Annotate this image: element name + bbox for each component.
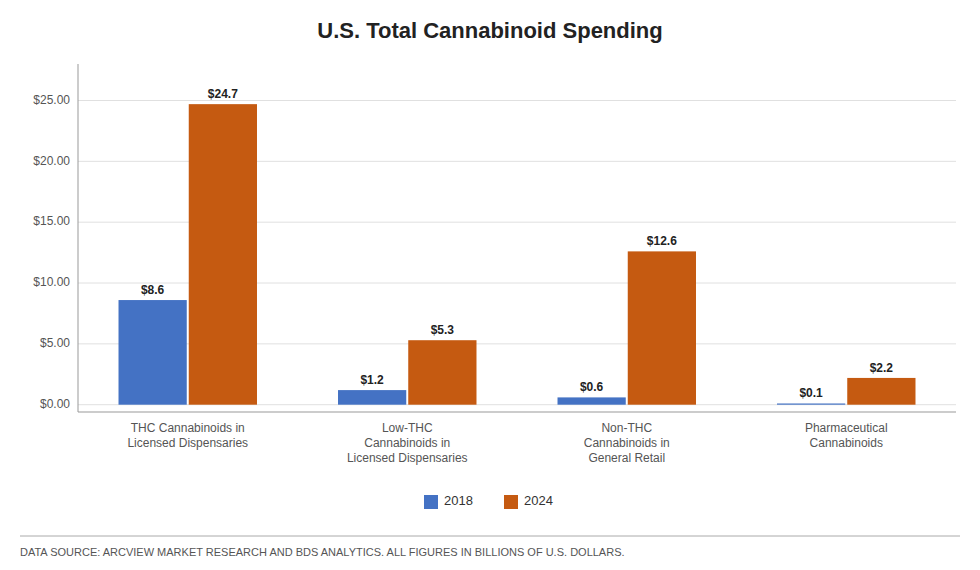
data-label: $24.7 bbox=[208, 87, 238, 101]
y-axis bbox=[78, 64, 79, 412]
bar bbox=[119, 300, 187, 405]
data-label: $0.6 bbox=[580, 380, 604, 394]
x-axis bbox=[78, 412, 956, 413]
bars bbox=[119, 104, 916, 405]
y-tick-label: $25.00 bbox=[33, 93, 70, 107]
bar bbox=[847, 378, 915, 405]
data-label: $12.6 bbox=[647, 234, 677, 248]
x-tick-label-line: Low-THC bbox=[382, 421, 433, 435]
data-label: $8.6 bbox=[141, 283, 165, 297]
x-tick-label-line: General Retail bbox=[588, 451, 665, 465]
data-label: $0.1 bbox=[799, 386, 823, 400]
x-tick-label-line: Non-THC bbox=[601, 421, 652, 435]
data-label: $5.3 bbox=[431, 323, 455, 337]
bar bbox=[338, 390, 406, 405]
x-tick-label: PharmaceuticalCannabinoids bbox=[805, 421, 888, 450]
y-tick-label: $5.00 bbox=[40, 336, 70, 350]
y-tick-label: $20.00 bbox=[33, 154, 70, 168]
y-tick-label: $0.00 bbox=[40, 397, 70, 411]
x-tick-label-line: Cannabinoids in bbox=[364, 436, 450, 450]
x-tick-label-line: Cannabinoids in bbox=[584, 436, 670, 450]
legend-label: 2024 bbox=[524, 493, 553, 508]
bar bbox=[558, 397, 626, 404]
legend-swatch bbox=[504, 495, 518, 509]
bar bbox=[189, 104, 257, 405]
x-tick-label-line: Pharmaceutical bbox=[805, 421, 888, 435]
footnote-rule bbox=[20, 536, 960, 537]
bar bbox=[628, 251, 696, 404]
data-label: $2.2 bbox=[870, 361, 894, 375]
data-label: $1.2 bbox=[360, 373, 384, 387]
x-tick-label: Low-THCCannabinoids inLicensed Dispensar… bbox=[347, 421, 468, 465]
legend-label: 2018 bbox=[444, 493, 473, 508]
y-tick-label: $10.00 bbox=[33, 275, 70, 289]
bar bbox=[777, 403, 845, 404]
legend-swatch bbox=[424, 495, 438, 509]
legend: 2018 2024 bbox=[424, 493, 553, 509]
footnote: DATA SOURCE: ARCVIEW MARKET RESEARCH AND… bbox=[20, 546, 625, 558]
x-tick-label: Non-THCCannabinoids inGeneral Retail bbox=[584, 421, 670, 465]
bar bbox=[408, 340, 476, 404]
x-tick-label-line: THC Cannabinoids in bbox=[131, 421, 245, 435]
title: U.S. Total Cannabinoid Spending bbox=[317, 18, 662, 43]
y-tick-label: $15.00 bbox=[33, 214, 70, 228]
data-labels: $8.6 $1.2 $0.6 $0.1 $24.7 $5.3 $12.6 $2.2 bbox=[141, 87, 893, 400]
x-tick-label-line: Licensed Dispensaries bbox=[127, 436, 248, 450]
chart: U.S. Total Cannabinoid Spending $0.00 $5.0… bbox=[0, 0, 980, 570]
grid bbox=[78, 101, 956, 405]
x-tick-label: THC Cannabinoids inLicensed Dispensaries bbox=[127, 421, 248, 450]
x-tick-label-line: Cannabinoids bbox=[810, 436, 883, 450]
x-tick-label-line: Licensed Dispensaries bbox=[347, 451, 468, 465]
